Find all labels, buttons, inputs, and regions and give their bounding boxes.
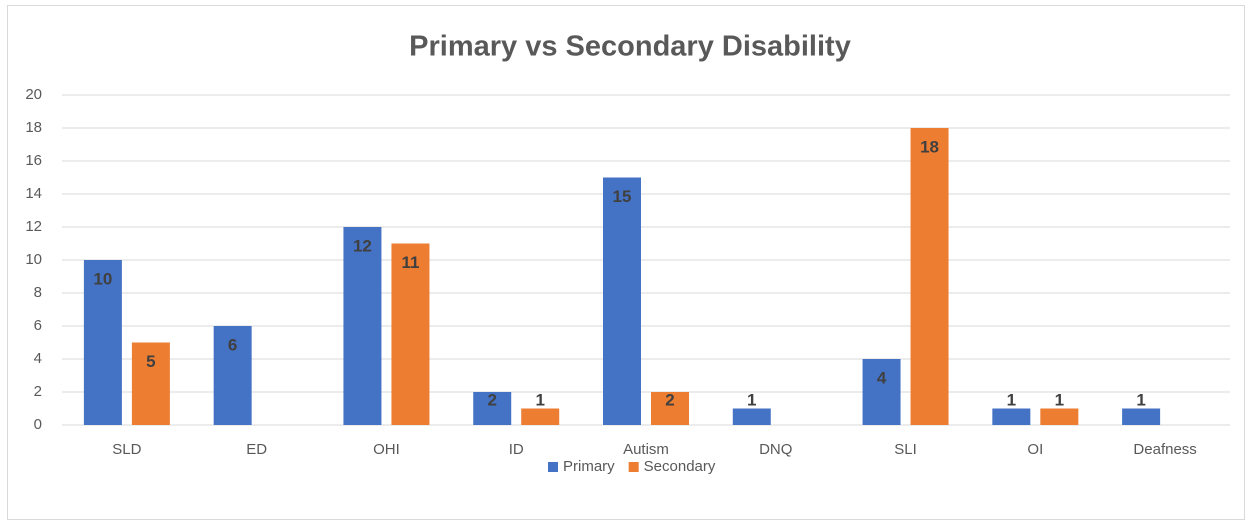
y-tick-label: 20 [25,86,42,103]
data-label: 1 [1136,390,1145,409]
bar [131,342,170,425]
y-tick-label: 0 [34,416,42,433]
legend-label: Secondary [644,458,716,475]
bar [992,408,1031,425]
bar [83,260,122,425]
y-tick-label: 16 [25,152,42,169]
x-tick-label: OHI [373,441,400,458]
x-tick-label: Deafness [1133,441,1196,458]
y-tick-label: 10 [25,251,42,268]
bar [603,177,641,425]
legend-swatch [628,462,639,472]
y-tick-label: 6 [34,317,42,334]
data-label: 1 [1055,390,1064,409]
bar [213,326,252,425]
data-label: 18 [920,137,939,156]
y-tick-label: 8 [34,284,42,301]
x-tick-label: ID [509,441,524,458]
y-tick-label: 4 [34,350,42,367]
data-label: 1 [747,390,756,409]
bar [1122,408,1161,425]
bar [473,392,512,425]
x-tick-label: SLD [112,441,141,458]
data-label: 2 [665,390,674,409]
data-label: 4 [877,368,887,387]
bar [732,408,771,425]
legend-swatch [548,462,558,472]
y-tick-label: 12 [25,218,42,235]
data-label: 2 [487,390,496,409]
data-label: 10 [93,269,112,288]
x-tick-label: Autism [623,441,669,458]
data-label: 5 [146,352,155,371]
bar [651,392,689,425]
bar [910,128,949,425]
x-tick-label: DNQ [759,441,792,458]
y-tick-label: 14 [25,185,42,202]
x-tick-label: SLI [894,441,917,458]
chart-title: Primary vs Secondary Disability [409,31,851,63]
data-label: 1 [535,390,544,409]
data-label: 6 [228,335,237,354]
y-tick-label: 2 [34,383,42,400]
bar [343,227,382,425]
data-label: 1 [1007,390,1016,409]
bar [521,408,560,425]
data-label: 12 [353,236,372,255]
legend-label: Primary [563,458,615,475]
bar [391,243,430,425]
x-tick-label: ED [246,441,267,458]
bar [1040,408,1079,425]
y-tick-label: 18 [25,119,42,136]
x-tick-label: OI [1027,441,1043,458]
data-label: 11 [401,253,419,272]
data-label: 15 [613,187,632,206]
bar [862,359,901,425]
